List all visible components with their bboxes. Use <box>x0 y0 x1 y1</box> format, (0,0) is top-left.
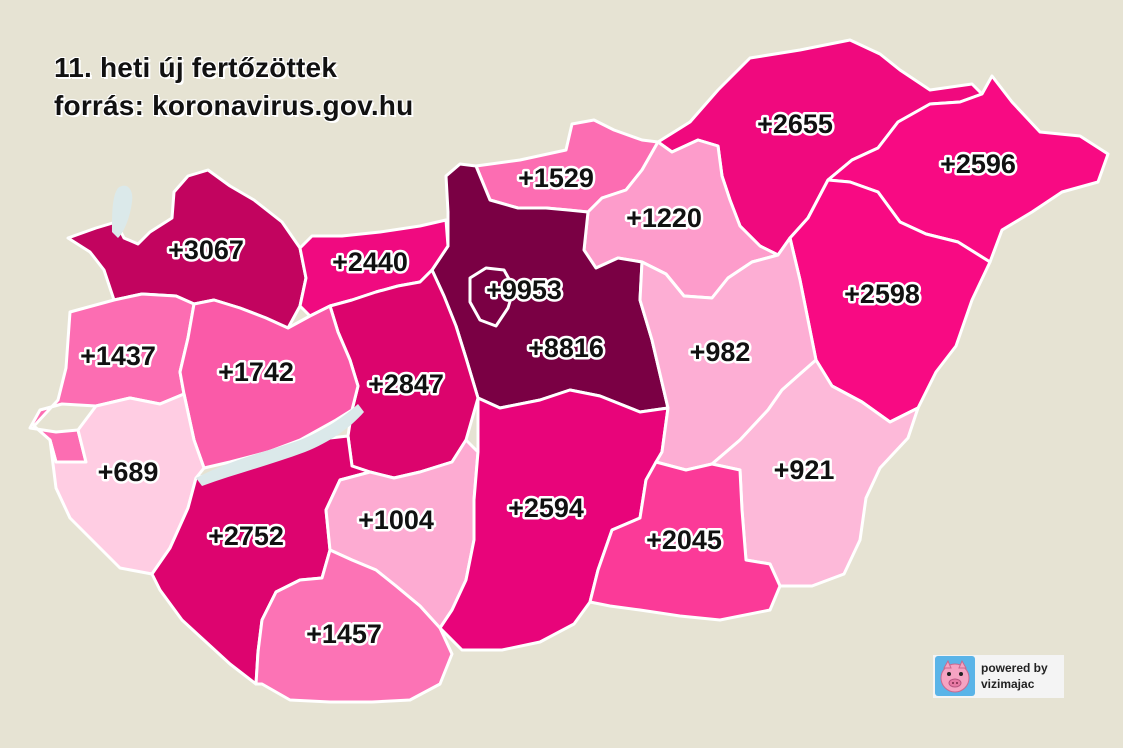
county-label-tolna: +1004 <box>358 505 434 535</box>
county-label-csongrad: +2045 <box>646 525 722 555</box>
county-csongrad[interactable] <box>588 460 782 622</box>
county-budapest[interactable] <box>468 266 516 328</box>
county-label-szolnok: +982 <box>690 337 751 367</box>
county-bekes[interactable] <box>710 358 920 588</box>
pig-icon <box>935 656 975 696</box>
badge-text-powered-by: powered by <box>981 661 1048 675</box>
county-label-gyor: +3067 <box>168 235 244 265</box>
counties-layer <box>28 38 1110 704</box>
county-label-baranya: +1457 <box>306 619 382 649</box>
map-source: forrás: koronavirus.gov.hu <box>54 90 414 121</box>
county-label-nograd: +1529 <box>518 163 594 193</box>
county-label-borsod: +2655 <box>757 109 833 139</box>
county-label-komarom: +2440 <box>332 247 408 277</box>
county-label-somogy: +2752 <box>208 521 284 551</box>
county-vas[interactable] <box>28 292 196 464</box>
county-label-zala: +689 <box>98 457 159 487</box>
labels-layer: +2655 +2596 +2598 +1529 +1220 +8816 +9953 +3067… <box>78 107 1019 652</box>
county-label-veszprem: +1742 <box>218 357 294 387</box>
county-label-budapest: +9953 <box>486 275 562 305</box>
lake-ferto <box>112 185 133 238</box>
county-label-pest: +8816 <box>528 333 604 363</box>
powered-by-badge[interactable]: powered by vizimajac <box>933 655 1064 698</box>
county-label-hajdu: +2598 <box>844 279 920 309</box>
lakes-layer <box>112 185 364 486</box>
county-baranya[interactable] <box>254 548 454 704</box>
county-label-heves: +1220 <box>626 203 702 233</box>
lake-balaton <box>196 404 364 486</box>
county-zala[interactable] <box>48 392 206 576</box>
county-label-bekes: +921 <box>774 455 835 485</box>
map-title: 11. heti új fertőzöttek <box>54 52 338 83</box>
county-label-szabolcs: +2596 <box>940 149 1016 179</box>
badge-text-brand: vizimajac <box>981 677 1035 691</box>
county-label-bacs: +2594 <box>508 493 584 523</box>
county-label-fejer: +2847 <box>368 369 444 399</box>
county-label-vas: +1437 <box>80 341 156 371</box>
